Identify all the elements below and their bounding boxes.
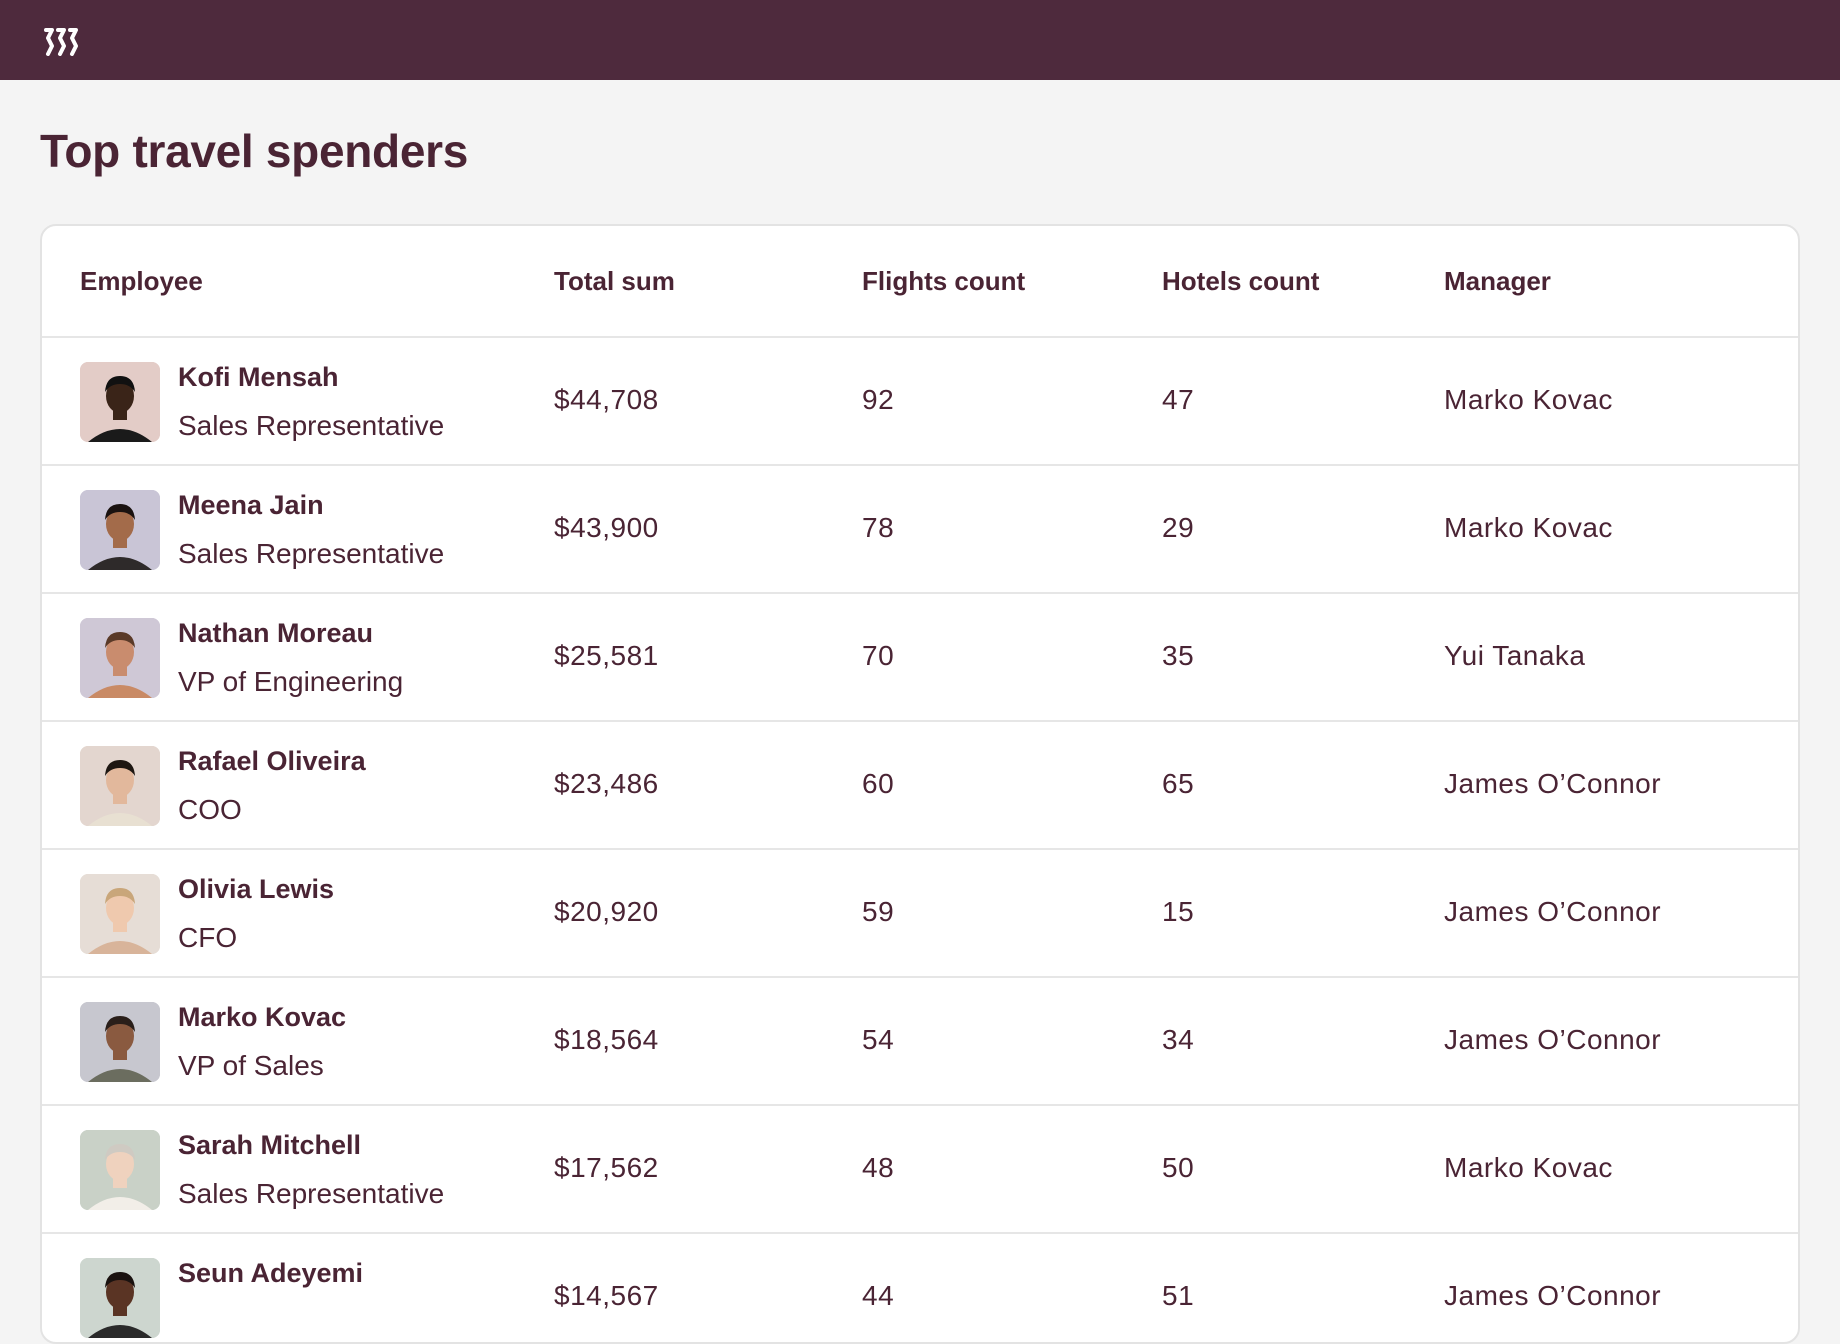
flights-count: 54 [862,1024,895,1055]
employee-name[interactable]: Meena Jain [178,490,324,520]
spenders-table: Employee Total sum Flights count Hotels … [40,224,1800,1344]
avatar-portrait-icon [80,1002,160,1082]
top-bar [0,0,1840,80]
table-row[interactable]: Sarah Mitchell Sales Representative $17,… [42,1104,1798,1232]
manager-name: James O’Connor [1444,768,1662,799]
avatar-portrait-icon [80,1258,160,1338]
table-row[interactable]: Rafael Oliveira COO $23,486 60 65 James … [42,720,1798,848]
hotels-count: 65 [1162,768,1195,799]
avatar [80,1130,160,1210]
table-row[interactable]: Nathan Moreau VP of Engineering $25,581 … [42,592,1798,720]
table-row[interactable]: Marko Kovac VP of Sales $18,564 54 34 Ja… [42,976,1798,1104]
avatar-portrait-icon [80,746,160,826]
table-row[interactable]: Seun Adeyemi $14,567 44 51 James O’Conno… [42,1232,1798,1342]
manager-name: Yui Tanaka [1444,640,1586,671]
total-sum: $25,581 [554,640,659,671]
flights-count: 48 [862,1152,895,1183]
employee-title: VP of Sales [178,1050,324,1081]
employee-name[interactable]: Olivia Lewis [178,874,335,904]
hotels-count: 51 [1162,1280,1195,1311]
total-sum: $14,567 [554,1280,659,1311]
avatar [80,490,160,570]
column-header-flights-count[interactable]: Flights count [862,266,1026,296]
avatar [80,874,160,954]
employee-title: VP of Engineering [178,666,404,697]
avatar [80,746,160,826]
hotels-count: 34 [1162,1024,1195,1055]
avatar-portrait-icon [80,362,160,442]
flights-count: 70 [862,640,895,671]
employee-title: COO [178,794,242,825]
manager-name: James O’Connor [1444,1280,1662,1311]
employee-name[interactable]: Seun Adeyemi [178,1258,364,1288]
table-header: Employee Total sum Flights count Hotels … [42,226,1798,336]
hotels-count: 47 [1162,384,1195,415]
avatar [80,1258,160,1338]
hotels-count: 15 [1162,896,1195,927]
manager-name: James O’Connor [1444,896,1662,927]
table-row[interactable]: Meena Jain Sales Representative $43,900 … [42,464,1798,592]
avatar [80,362,160,442]
employee-name[interactable]: Rafael Oliveira [178,746,366,776]
total-sum: $18,564 [554,1024,659,1055]
page-title: Top travel spenders [40,125,469,177]
avatar-portrait-icon [80,490,160,570]
total-sum: $17,562 [554,1152,659,1183]
employee-name[interactable]: Sarah Mitchell [178,1130,362,1160]
manager-name: Marko Kovac [1444,384,1613,415]
employee-title: Sales Representative [178,538,445,569]
employee-name[interactable]: Kofi Mensah [178,362,339,392]
manager-name: Marko Kovac [1444,512,1613,543]
column-header-manager[interactable]: Manager [1444,266,1551,296]
brand-logo-icon[interactable] [42,26,82,56]
hotels-count: 50 [1162,1152,1195,1183]
column-header-employee[interactable]: Employee [80,266,203,296]
column-header-total-sum[interactable]: Total sum [554,266,675,296]
table-row[interactable]: Kofi Mensah Sales Representative $44,708… [42,336,1798,464]
table-row[interactable]: Olivia Lewis CFO $20,920 59 15 James O’C… [42,848,1798,976]
avatar [80,1002,160,1082]
flights-count: 60 [862,768,895,799]
hotels-count: 35 [1162,640,1195,671]
total-sum: $44,708 [554,384,659,415]
employee-name[interactable]: Nathan Moreau [178,618,374,648]
employee-name[interactable]: Marko Kovac [178,1002,347,1032]
avatar [80,618,160,698]
flights-count: 92 [862,384,895,415]
manager-name: James O’Connor [1444,1024,1662,1055]
avatar-portrait-icon [80,874,160,954]
employee-title: Sales Representative [178,410,445,441]
flights-count: 59 [862,896,895,927]
employee-title: Sales Representative [178,1178,445,1209]
avatar-portrait-icon [80,618,160,698]
hotels-count: 29 [1162,512,1195,543]
total-sum: $43,900 [554,512,659,543]
avatar-portrait-icon [80,1130,160,1210]
column-header-hotels-count[interactable]: Hotels count [1162,266,1320,296]
total-sum: $20,920 [554,896,659,927]
employee-title: CFO [178,922,238,953]
total-sum: $23,486 [554,768,659,799]
flights-count: 78 [862,512,895,543]
flights-count: 44 [862,1280,895,1311]
manager-name: Marko Kovac [1444,1152,1613,1183]
